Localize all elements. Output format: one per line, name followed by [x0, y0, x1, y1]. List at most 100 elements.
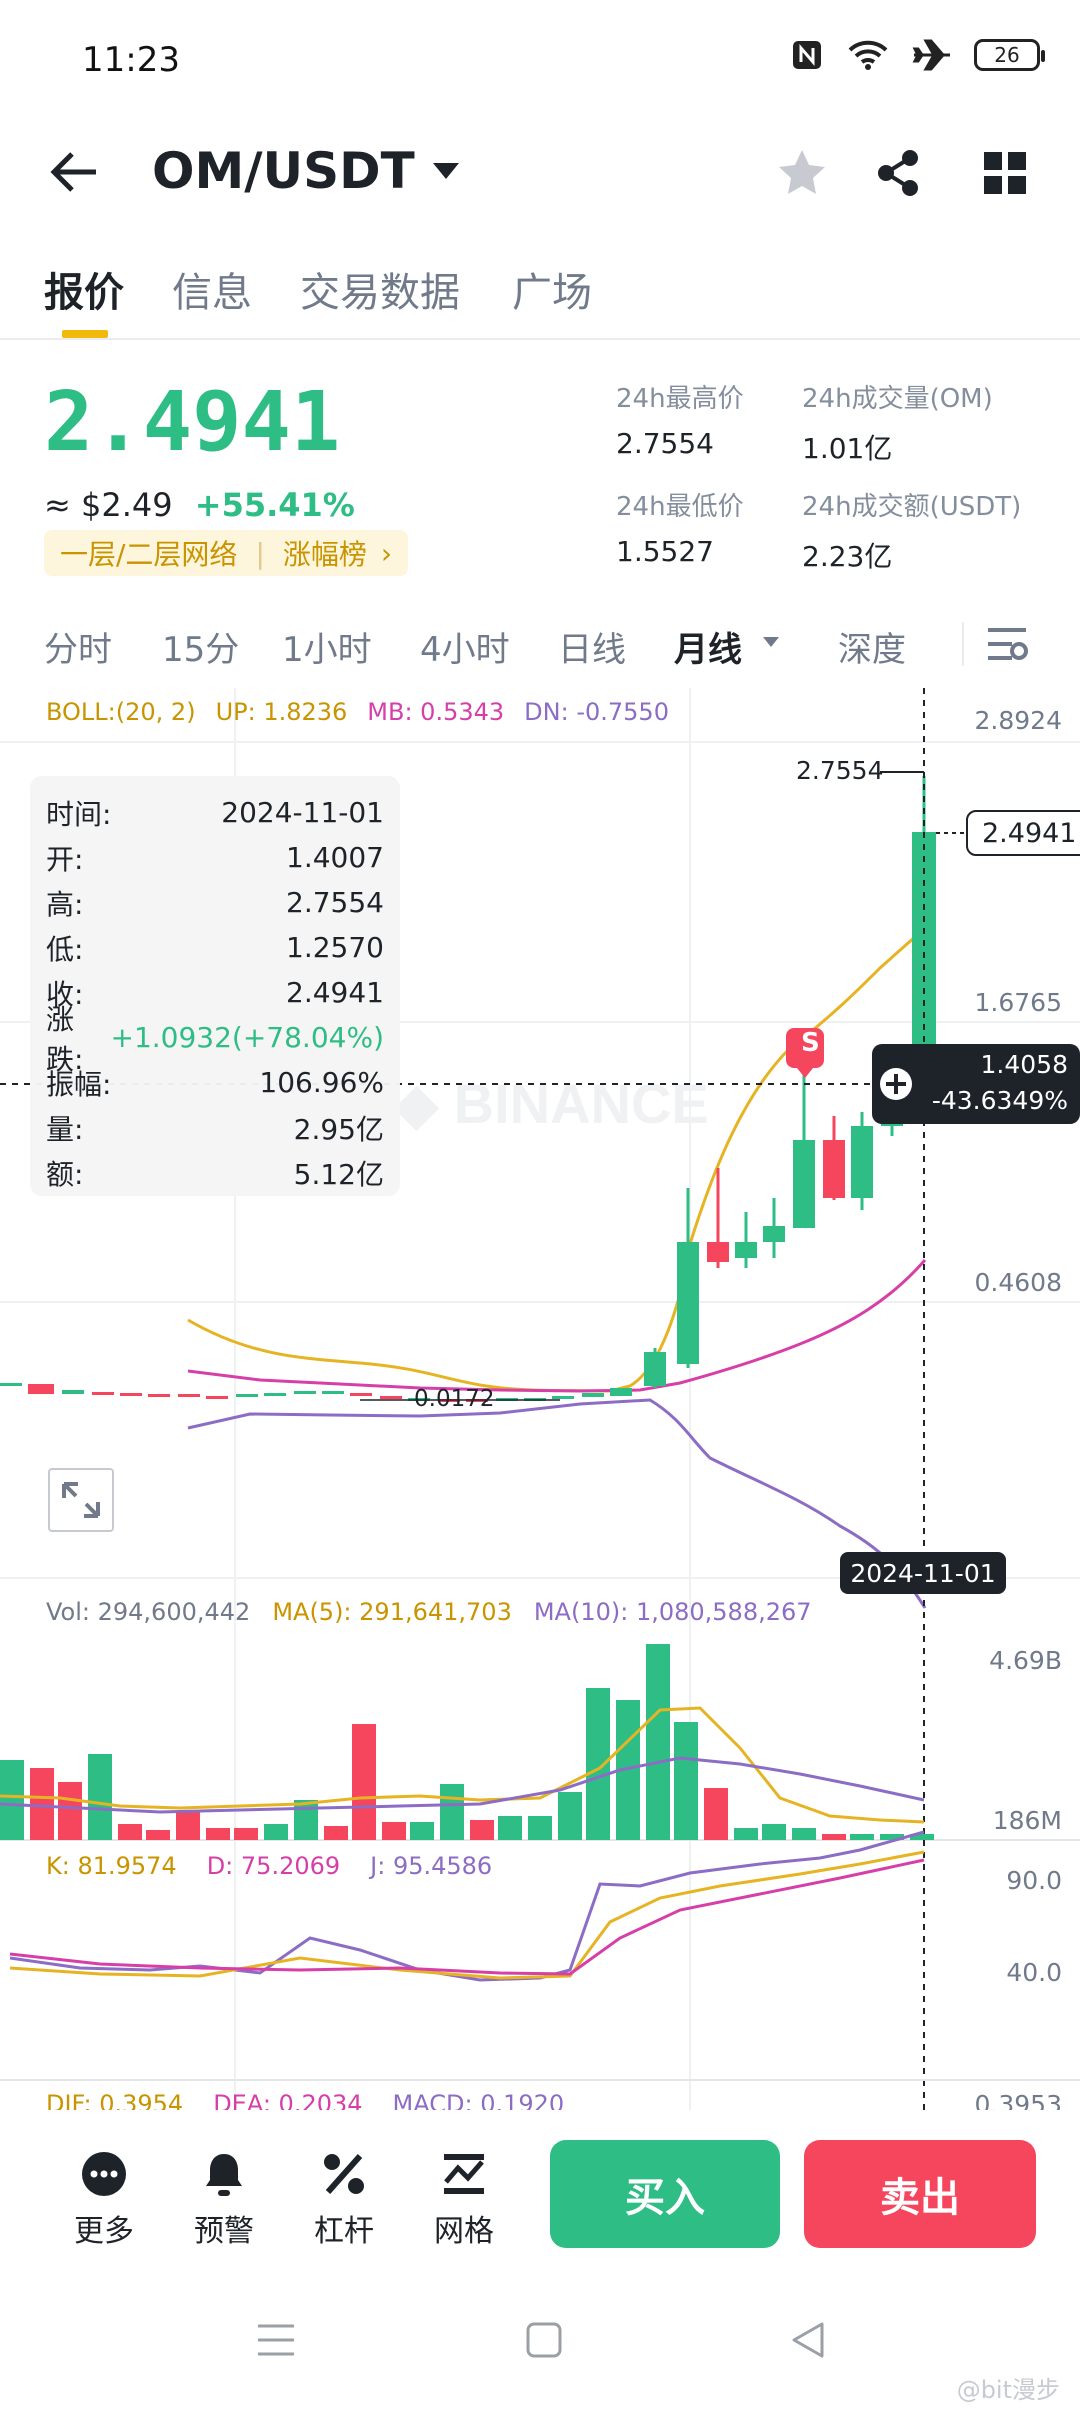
- tooltip-label: 振幅:: [46, 1067, 112, 1101]
- ktab-time[interactable]: 分时: [44, 630, 112, 670]
- alert-button[interactable]: 预警: [174, 2150, 274, 2250]
- tooltip-label: 收:: [46, 977, 84, 1011]
- usd-price: ≈ $2.49: [44, 486, 173, 524]
- more-label: 更多: [74, 2214, 134, 2249]
- tooltip-value: +1.0932(+78.04%): [110, 1021, 384, 1054]
- macd-dif: DIF: 0.3954: [46, 2090, 184, 2110]
- grid-trading-button[interactable]: 网格: [414, 2150, 514, 2250]
- stat-vol-om-value: 1.01亿: [802, 432, 893, 465]
- back-nav-icon[interactable]: [788, 2320, 828, 2360]
- tooltip-label: 时间:: [46, 797, 112, 831]
- buy-button[interactable]: 买入: [550, 2140, 780, 2248]
- volume-legend: Vol: 294,600,442 MA(5): 291,641,703 MA(1…: [46, 1598, 812, 1626]
- tooltip-label: 涨跌:: [46, 1002, 84, 1076]
- candles-flat: [0, 1383, 632, 1402]
- boll-dn-line: [187, 1398, 927, 1609]
- star-icon[interactable]: [776, 148, 828, 198]
- tooltip-label: 低:: [46, 932, 84, 966]
- grid-label: 网格: [434, 2214, 494, 2249]
- tab-trade-data[interactable]: 交易数据: [300, 270, 460, 316]
- divider: [962, 622, 964, 666]
- ktab-1h[interactable]: 1小时: [282, 630, 372, 670]
- stat-low: 24h最低价 1.5527: [616, 486, 744, 568]
- stat-vol-usdt-label: 24h成交额(USDT): [802, 492, 1022, 522]
- caret-down-icon: [432, 163, 459, 179]
- kdj-axis-bottom: 40.0: [1006, 1958, 1062, 1987]
- ktab-1m[interactable]: 月线: [674, 630, 742, 670]
- kdj-d-line: [9, 1858, 925, 1976]
- tab-square[interactable]: 广场: [512, 270, 592, 316]
- tag-network[interactable]: 一层/二层网络: [60, 538, 238, 571]
- more-button[interactable]: 更多: [54, 2150, 154, 2250]
- ktab-1d[interactable]: 日线: [558, 630, 626, 670]
- leverage-button[interactable]: 杠杆: [294, 2150, 394, 2250]
- signal-label: S: [801, 1028, 820, 1058]
- home-nav-icon[interactable]: [524, 2320, 564, 2360]
- stat-high: 24h最高价 2.7554: [616, 378, 744, 460]
- stat-vol-usdt-value: 2.23亿: [802, 540, 893, 573]
- top-tabs: 报价 信息 交易数据 广场: [0, 250, 1080, 340]
- caret-down-icon: [763, 637, 779, 647]
- tooltip-row: 高: 2.7554: [46, 880, 384, 925]
- pair-title: OM/USDT: [152, 142, 415, 200]
- sell-signal-marker: [786, 1028, 824, 1078]
- tooltip-row: 量: 2.95亿: [46, 1105, 384, 1150]
- kline-chart[interactable]: ◆ BINANCE: [0, 688, 1080, 2110]
- volume-bars: [0, 1644, 934, 1840]
- chart-settings-icon[interactable]: [986, 624, 1028, 664]
- grid-menu-icon[interactable]: [984, 152, 1026, 194]
- grid-chart-icon: [444, 2154, 484, 2194]
- tooltip-label: 量:: [46, 1112, 84, 1146]
- tab-info[interactable]: 信息: [172, 270, 252, 316]
- menu-nav-icon[interactable]: [256, 2322, 296, 2358]
- boll-up: UP: 1.8236: [215, 698, 348, 726]
- crosshair-price: 1.4058: [980, 1050, 1068, 1079]
- vol-ma10-line: [0, 1756, 925, 1814]
- plus-circle-icon[interactable]: [878, 1066, 914, 1102]
- kdj-k-line: [9, 1850, 925, 1980]
- alert-label: 预警: [194, 2214, 254, 2249]
- vol-axis-top: 4.69B: [989, 1646, 1062, 1675]
- sell-button[interactable]: 卖出: [804, 2140, 1036, 2248]
- macd-value: MACD: 0.1920: [392, 2090, 565, 2110]
- high-price-marker: 2.7554: [796, 756, 884, 785]
- fullscreen-button[interactable]: [48, 1468, 114, 1532]
- current-price-value: 2.4941: [982, 817, 1077, 849]
- tab-quote[interactable]: 报价: [44, 270, 124, 316]
- kdj-k: K: 81.9574: [46, 1852, 177, 1880]
- crosshair-pct: -43.6349%: [931, 1086, 1068, 1115]
- bottom-action-bar: 更多 预警 杠杆 网格: [0, 2110, 1080, 2280]
- crosshair-price-tag: 1.4058 -43.6349%: [872, 1044, 1080, 1124]
- tooltip-value: 2.4941: [286, 976, 384, 1009]
- back-arrow-icon[interactable]: [50, 150, 100, 194]
- tooltip-value: 1.2570: [286, 931, 384, 964]
- vol-ma10: MA(10): 1,080,588,267: [533, 1598, 812, 1626]
- ktab-4h[interactable]: 4小时: [420, 630, 510, 670]
- tag-rank[interactable]: 涨幅榜: [282, 538, 367, 571]
- last-price: 2.4941: [44, 375, 341, 470]
- stat-high-value: 2.7554: [616, 427, 714, 460]
- status-bar: 11:23 26: [0, 0, 1080, 120]
- boll-mb: MB: 0.5343: [367, 698, 505, 726]
- candle-tooltip: 时间: 2024-11-01 开: 1.4007 高: 2.7554 低: 1.2570…: [30, 776, 400, 1196]
- pair-selector[interactable]: OM/USDT: [152, 142, 461, 200]
- macd-legend-strip: DIF: 0.3954 DEA: 0.2034 MACD: 0.1920 0.3…: [0, 2084, 1080, 2110]
- share-icon[interactable]: [874, 148, 922, 198]
- kdj-d: D: 75.2069: [206, 1852, 341, 1880]
- ktab-depth[interactable]: 深度: [838, 630, 906, 670]
- tooltip-row: 振幅: 106.96%: [46, 1060, 384, 1105]
- expand-icon: [62, 1482, 100, 1518]
- ktab-15m[interactable]: 15分: [162, 630, 240, 670]
- tooltip-value: 106.96%: [259, 1066, 384, 1099]
- wifi-icon: [848, 40, 888, 70]
- crosshair-date: 2024-11-01: [850, 1558, 996, 1588]
- tooltip-row: 开: 1.4007: [46, 835, 384, 880]
- stat-high-label: 24h最高价: [616, 384, 744, 414]
- airplane-icon: [912, 39, 950, 71]
- axis-label-top: 2.8924: [974, 706, 1062, 735]
- percent-icon: [324, 2154, 364, 2194]
- leverage-label: 杠杆: [314, 2214, 374, 2249]
- tooltip-row: 低: 1.2570: [46, 925, 384, 970]
- tooltip-label: 开:: [46, 842, 84, 876]
- stat-vol-om: 24h成交量(OM) 1.01亿: [802, 378, 993, 467]
